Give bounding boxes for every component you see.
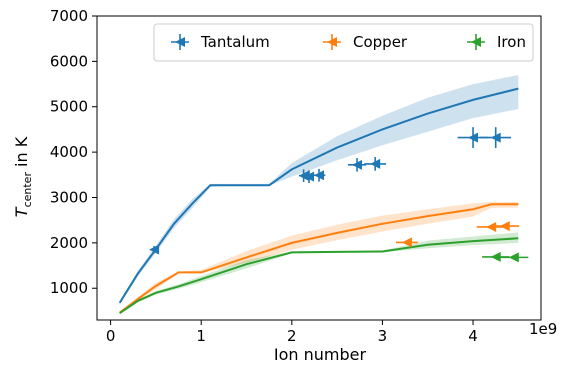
- y-tick-label: 2000: [50, 234, 88, 252]
- legend-marker-triangle: [471, 37, 481, 47]
- y-tick-label: 4000: [50, 143, 88, 161]
- y-tick-label: 3000: [50, 188, 88, 206]
- measurement-points: [149, 127, 529, 263]
- y-axis-label-sub: center: [21, 172, 34, 208]
- axes: 0 1 2 3 4 1000 2000 3000 4000 5000 6000 7000: [50, 7, 542, 345]
- y-tick-label: 1000: [50, 279, 88, 297]
- legend-item-iron: Iron: [467, 33, 526, 51]
- iron-marker: [490, 251, 501, 262]
- y-tick-label: 5000: [50, 98, 88, 116]
- copper-point: [476, 221, 506, 232]
- copper-point: [490, 221, 520, 232]
- copper-marker: [499, 221, 510, 232]
- x-multiplier-label: 1e9: [529, 320, 557, 338]
- tantalum-point: [149, 244, 160, 255]
- tantalum-marker: [298, 170, 309, 181]
- copper-band: [119, 202, 519, 314]
- legend-label-tantalum: Tantalum: [200, 33, 270, 51]
- tantalum-point: [312, 168, 326, 182]
- iron-curve: [119, 237, 519, 315]
- legend-marker-triangle: [175, 37, 185, 47]
- copper-curve: [119, 203, 519, 314]
- model-curves: [118, 87, 519, 315]
- tantalum-marker: [352, 159, 363, 170]
- x-tick-label: 1: [196, 327, 206, 345]
- y-axis-label: Tcenter in K: [12, 136, 34, 217]
- plot-frame: [96, 15, 542, 321]
- y-tick-label: 7000: [50, 7, 88, 25]
- confidence-bands: [119, 75, 519, 315]
- copper-point: [396, 237, 418, 248]
- y-axis-label-tail: in K: [12, 136, 31, 172]
- tantalum-marker: [149, 244, 160, 255]
- copper-marker: [401, 237, 412, 248]
- legend-marker-triangle: [327, 37, 337, 47]
- x-axis-label: Ion number: [274, 345, 367, 364]
- tantalum-marker: [370, 158, 381, 169]
- y-axis-label-main: T: [12, 206, 31, 217]
- x-tick-label: 4: [468, 327, 478, 345]
- tantalum-point: [480, 127, 512, 149]
- iron-point: [499, 252, 529, 263]
- y-tick-label: 6000: [50, 52, 88, 70]
- copper-marker: [486, 221, 497, 232]
- x-tick-label: 2: [287, 327, 297, 345]
- legend-item-tantalum: Tantalum: [171, 33, 270, 51]
- tantalum-band: [119, 75, 519, 305]
- legend-label-iron: Iron: [497, 33, 526, 51]
- tantalum-marker: [490, 132, 501, 143]
- x-tick-label: 0: [106, 327, 116, 345]
- tantalum-point: [304, 170, 315, 183]
- legend: Tantalum Copper Iron: [153, 23, 534, 62]
- legend-frame: [153, 23, 534, 62]
- tantalum-marker: [468, 132, 479, 143]
- tantalum-curve: [118, 87, 519, 304]
- legend-label-copper: Copper: [353, 33, 408, 51]
- tantalum-point: [364, 157, 387, 171]
- iron-marker: [508, 252, 519, 263]
- tantalum-marker: [314, 170, 324, 181]
- tantalum-point: [347, 158, 367, 172]
- tantalum-marker: [304, 171, 315, 182]
- legend-item-copper: Copper: [323, 33, 408, 51]
- x-tick-label: 3: [378, 327, 388, 345]
